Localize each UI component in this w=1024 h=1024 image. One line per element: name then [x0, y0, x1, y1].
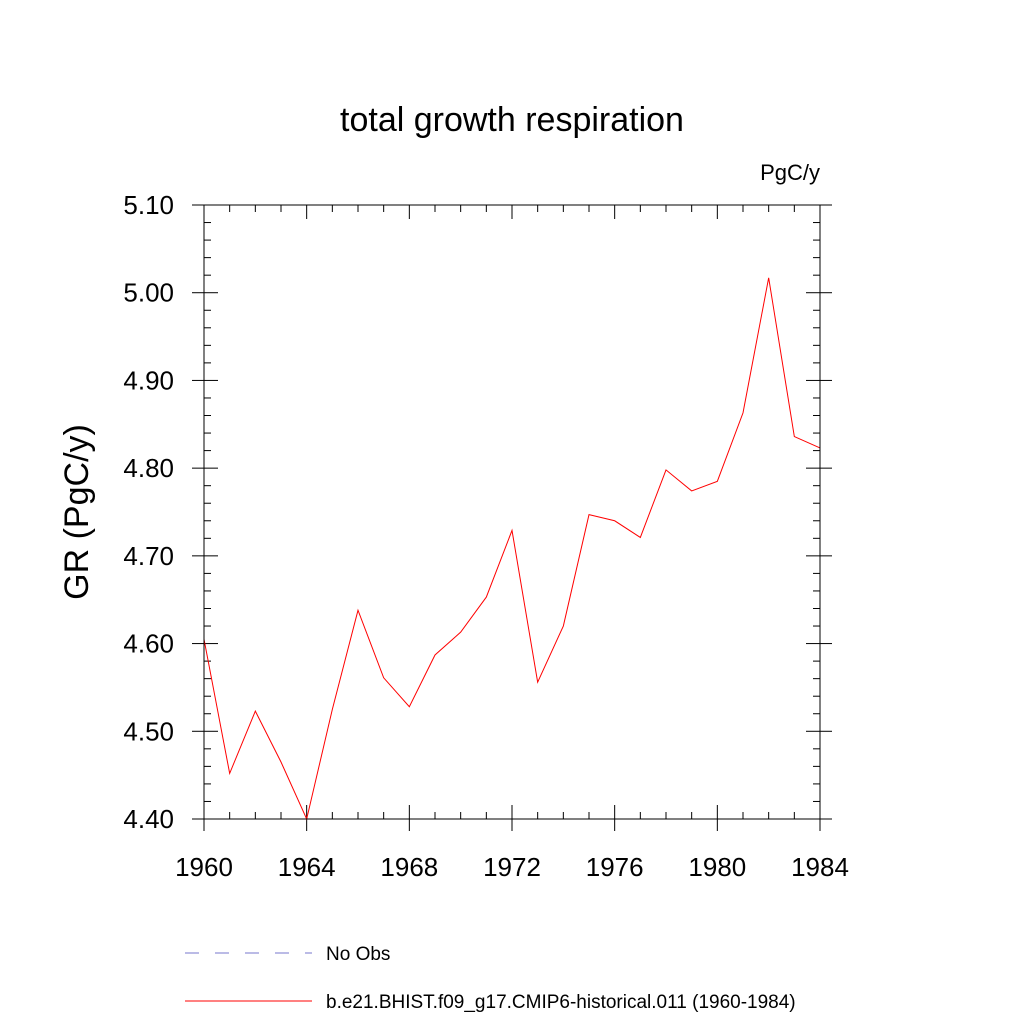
- axis-ticks: [192, 204, 832, 831]
- tick-labels: 1960 1964 1968 1972 1976 1980 1984 4.40 4.50 4.60…: [123, 190, 849, 882]
- plot-frame: [203, 204, 821, 820]
- x-tick-label: 1964: [278, 852, 336, 882]
- legend: No Obs b.e21.BHIST.f09_g17.CMIP6-histori…: [185, 944, 796, 1013]
- y-tick-label: 4.60: [123, 629, 174, 659]
- x-tick-label: 1976: [586, 852, 644, 882]
- y-tick-label: 4.80: [123, 453, 174, 483]
- x-tick-label: 1980: [688, 852, 746, 882]
- y-tick-label: 4.70: [123, 541, 174, 571]
- legend-label-no-obs: No Obs: [326, 944, 390, 965]
- chart-title: total growth respiration: [340, 101, 684, 139]
- y-axis-label: GR (PgC/y): [58, 424, 96, 600]
- y-tick-label: 4.50: [123, 716, 174, 746]
- y-tick-label: 4.90: [123, 365, 174, 395]
- units-label: PgC/y: [760, 160, 820, 185]
- y-tick-label: 5.00: [123, 278, 174, 308]
- x-tick-label: 1960: [175, 852, 233, 882]
- x-tick-label: 1984: [791, 852, 849, 882]
- legend-label-model: b.e21.BHIST.f09_g17.CMIP6-historical.011…: [326, 992, 796, 1013]
- x-tick-label: 1968: [380, 852, 438, 882]
- x-tick-label: 1972: [483, 852, 541, 882]
- y-tick-label: 4.40: [123, 804, 174, 834]
- series-layer: [203, 277, 821, 821]
- series-line: [203, 277, 821, 821]
- y-tick-label: 5.10: [123, 190, 174, 220]
